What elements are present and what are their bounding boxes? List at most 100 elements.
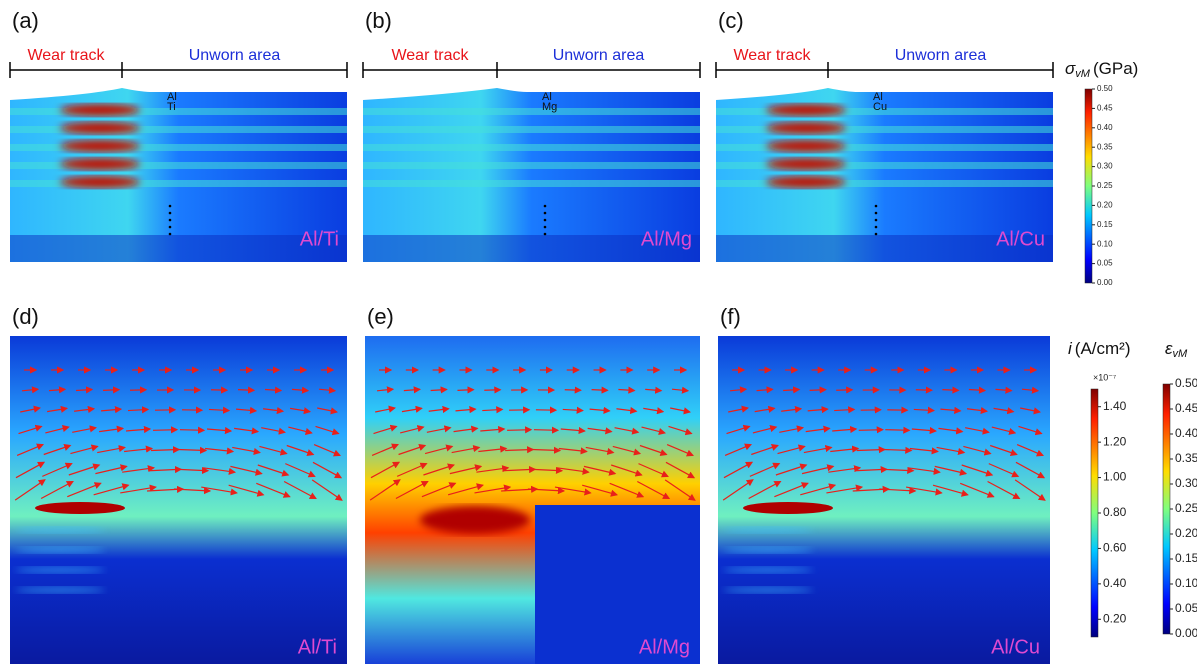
panel-label: (b) xyxy=(365,8,392,33)
strain-hotspot xyxy=(35,502,125,514)
stress-hotspot xyxy=(766,176,846,188)
layer-band xyxy=(10,162,347,169)
current-arrow xyxy=(583,465,617,476)
current-arrow xyxy=(286,444,315,456)
material-label: Al/Cu xyxy=(991,636,1040,658)
current-arrow xyxy=(1014,479,1046,501)
strain-hotspot xyxy=(420,506,530,534)
current-arrow xyxy=(449,464,483,475)
current-arrow xyxy=(507,426,533,434)
current-arrow xyxy=(909,447,939,455)
current-arrow xyxy=(807,406,829,414)
current-arrow xyxy=(311,479,343,501)
current-arrow xyxy=(531,446,562,454)
colorbar-tick-label: 0.50 xyxy=(1175,376,1197,390)
base-shade xyxy=(10,235,347,262)
current-arrow xyxy=(285,463,316,478)
current-arrow xyxy=(430,386,448,394)
current-arrow xyxy=(480,425,506,434)
current-arrow xyxy=(201,486,238,496)
current-arrow xyxy=(74,405,96,414)
ellipsis-dot xyxy=(168,218,172,222)
colorbar-tick-label: 0.45 xyxy=(1175,401,1197,415)
stress-map xyxy=(363,88,700,262)
current-arrow xyxy=(373,424,398,435)
stress-hotspot xyxy=(60,122,140,134)
current-arrow xyxy=(665,461,696,479)
current-arrow xyxy=(400,425,425,434)
current-arrow xyxy=(529,466,564,475)
layer-band xyxy=(10,108,347,115)
colorbar-tick-label: 0.15 xyxy=(1097,220,1113,229)
current-arrow xyxy=(779,425,805,433)
layer-band xyxy=(363,108,700,115)
current-arrow xyxy=(288,426,313,435)
current-arrow xyxy=(803,445,833,454)
ellipsis-dot xyxy=(874,218,878,222)
current-arrow xyxy=(208,406,231,414)
current-arrow xyxy=(639,444,668,456)
ellipsis-dot xyxy=(543,225,547,229)
base-shade xyxy=(363,235,700,262)
current-arrow xyxy=(752,425,778,434)
current-arrow xyxy=(993,407,1015,415)
strain-band xyxy=(15,587,105,593)
wear-track-label: Wear track xyxy=(733,47,811,64)
colorbar-tick-label: 0.20 xyxy=(1175,526,1197,540)
layer-band xyxy=(363,144,700,151)
current-arrow xyxy=(482,406,504,414)
ellipsis-dot xyxy=(874,225,878,229)
current-arrow xyxy=(232,446,261,455)
current-arrow xyxy=(1018,425,1043,436)
current-arrow xyxy=(235,406,258,414)
current-arrow xyxy=(609,482,645,498)
stress-hotspot xyxy=(60,140,140,152)
ellipsis-dot xyxy=(874,211,878,215)
current-arrow xyxy=(396,462,428,477)
layer-band xyxy=(716,144,1053,151)
current-arrow xyxy=(934,465,968,476)
layer-label: Ti xyxy=(167,101,176,113)
colorbar-tick-label: 0.30 xyxy=(1097,162,1113,171)
current-arrow xyxy=(423,463,455,476)
strain-hotspot xyxy=(743,502,833,514)
substrate xyxy=(535,505,700,664)
current-arrow xyxy=(554,486,592,496)
stress-hotspot xyxy=(60,104,140,116)
layer-band xyxy=(363,126,700,133)
current-arrow xyxy=(728,405,749,413)
current-arrow xyxy=(370,461,401,479)
colorbar-tick-label: 0.00 xyxy=(1097,278,1113,287)
current-arrow xyxy=(203,467,237,475)
layer-band xyxy=(716,126,1053,133)
unit: (A/cm²) xyxy=(1075,339,1131,358)
colorbar-tick-label: 1.00 xyxy=(1103,470,1127,484)
current-arrow xyxy=(885,426,911,434)
colorbar xyxy=(1162,383,1171,635)
strain-band xyxy=(723,547,813,553)
colorbar-tick-label: 0.05 xyxy=(1175,601,1197,615)
current-arrow xyxy=(426,425,452,433)
stress-hotspot xyxy=(766,140,846,152)
current-arrow xyxy=(315,425,340,436)
current-arrow xyxy=(70,444,99,455)
current-arrow xyxy=(987,480,1021,500)
current-arrow xyxy=(756,386,774,394)
material-label: Al/Ti xyxy=(300,228,339,250)
current-arrow xyxy=(618,386,636,394)
colorbar-tick-label: 0.40 xyxy=(1097,123,1113,132)
current-arrow xyxy=(668,425,693,436)
colorbar-tick-label: 0.35 xyxy=(1097,142,1113,151)
stress-hotspot xyxy=(766,122,846,134)
current-arrow xyxy=(455,406,477,414)
current-arrow xyxy=(582,484,619,497)
current-arrow xyxy=(729,386,748,394)
layer-band xyxy=(363,180,700,187)
current-arrow xyxy=(16,443,45,457)
current-arrow xyxy=(828,465,862,473)
current-arrow xyxy=(830,445,860,453)
current-arrow xyxy=(800,483,837,496)
current-arrow xyxy=(317,407,338,415)
current-arrow xyxy=(290,407,312,415)
